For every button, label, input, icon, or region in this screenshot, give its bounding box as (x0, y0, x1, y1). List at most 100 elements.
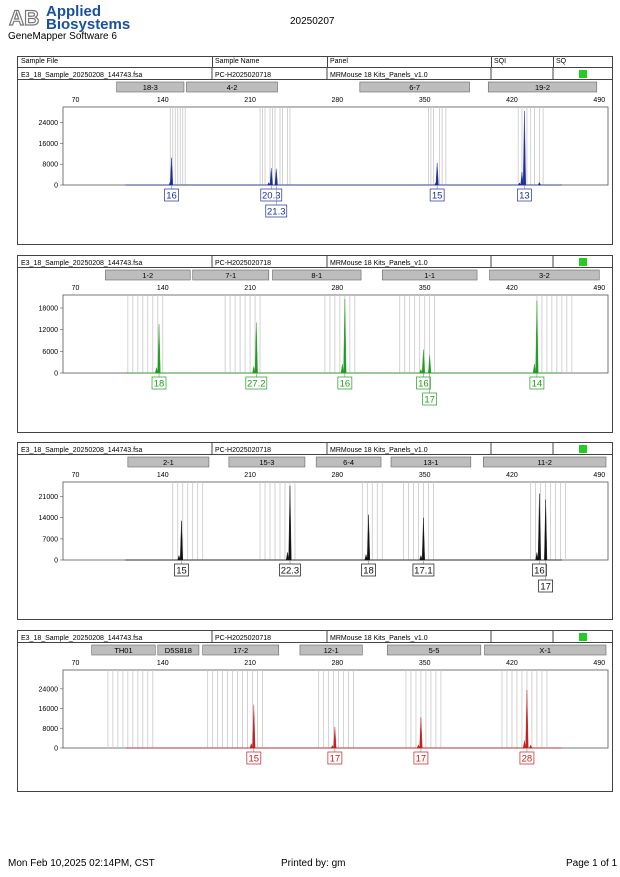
trace-peak (249, 742, 253, 749)
marker-label: 12-1 (324, 646, 339, 655)
marker-bar (359, 81, 470, 93)
marker-label: 4-2 (227, 83, 238, 92)
panel-name: MRMouse 18 Kits_Panels_v1.0 (330, 260, 428, 267)
allele-call-label: 14 (532, 379, 543, 390)
marker-label: 8-1 (311, 271, 322, 280)
allele-call-label: 18 (154, 379, 165, 390)
marker-bar (186, 81, 278, 93)
sample-name: PC-H2025020718 (215, 635, 271, 642)
marker-bar (381, 269, 478, 281)
sample-name: PC-H2025020718 (215, 72, 271, 79)
x-tick-label: 70 (72, 660, 80, 667)
allele-call-box (246, 751, 262, 765)
y-tick-label: 8000 (42, 162, 58, 169)
document-date: 20250207 (290, 16, 335, 27)
marker-label: 5-5 (429, 646, 440, 655)
allele-call-box (413, 751, 429, 765)
allele-call-label: 15 (176, 566, 187, 577)
logo-line2: Biosystems (46, 16, 131, 33)
allele-call-box (337, 376, 353, 390)
allele-call-label: 16 (418, 379, 429, 390)
y-tick-label: 14000 (39, 515, 59, 522)
x-tick-label: 140 (157, 285, 169, 292)
col-sample-file: Sample File (21, 58, 58, 65)
allele-call-box (416, 376, 431, 390)
allele-call-box (532, 563, 547, 577)
trace-peak (330, 745, 335, 749)
allele-call-label: 17 (416, 754, 427, 765)
x-tick-label: 210 (244, 660, 256, 667)
marker-bar (272, 269, 362, 281)
marker-label: 6-4 (343, 458, 354, 467)
printed-by: Printed by: gm (281, 858, 346, 869)
x-tick-label: 280 (332, 660, 344, 667)
sample-name: PC-H2025020718 (215, 260, 271, 267)
panel-name: MRMouse 18 Kits_Panels_v1.0 (330, 72, 428, 79)
marker-label: 1-1 (424, 271, 435, 280)
marker-label: TH01 (114, 646, 132, 655)
applied-biosystems-logo: AB (8, 6, 46, 28)
allele-call-label: 15 (249, 754, 260, 765)
electropherogram-chart: E3_18_Sample_20250208_144743.fsa PC-H2025… (18, 68, 612, 218)
allele-call-box (412, 563, 435, 577)
allele-call-box (538, 579, 553, 593)
allele-call-box (519, 751, 535, 765)
trace-peak (435, 162, 439, 186)
x-tick-label: 140 (157, 660, 169, 667)
plot-area (62, 106, 609, 186)
allele-call-box (529, 376, 545, 390)
y-tick-label: 0 (54, 746, 58, 753)
x-tick-label: 420 (506, 660, 518, 667)
allele-call-box (260, 188, 283, 202)
y-tick-label: 0 (54, 183, 58, 190)
x-tick-label: 420 (506, 97, 518, 104)
marker-bar (482, 456, 607, 468)
x-tick-label: 70 (72, 472, 80, 479)
allele-call-label: 16 (166, 191, 177, 202)
trace-peak (525, 690, 529, 749)
marker-bar (105, 269, 191, 281)
allele-call-label: 17 (424, 395, 435, 406)
marker-bar (127, 456, 210, 468)
y-tick-label: 24000 (39, 686, 59, 693)
y-tick-label: 12000 (39, 327, 59, 334)
allele-call-box (151, 376, 167, 390)
electropherogram-panel-blue: E3_18_Sample_20250208_144743.fsa PC-H2025… (17, 67, 613, 245)
allele-call-box (174, 563, 189, 577)
trace-peak (177, 554, 181, 561)
y-tick-label: 21000 (39, 494, 59, 501)
trace-peak (154, 367, 159, 374)
x-tick-label: 490 (593, 660, 605, 667)
trace-peak (529, 744, 533, 749)
marker-bar (315, 456, 382, 468)
trace-peak (416, 744, 421, 749)
y-tick-label: 0 (54, 371, 58, 378)
x-tick-label: 490 (593, 472, 605, 479)
marker-label: 7-1 (225, 271, 236, 280)
trace-peak (421, 517, 425, 561)
col-panel: Panel (330, 58, 348, 65)
sample-file: E3_18_Sample_20250208_144743.fsa (21, 447, 143, 454)
allele-call-label: 13 (519, 191, 530, 202)
y-tick-label: 16000 (39, 141, 59, 148)
allele-call-label: 17.1 (414, 566, 433, 577)
sq-status-indicator (579, 70, 587, 78)
x-tick-label: 350 (419, 285, 431, 292)
trace-peak (434, 182, 438, 186)
x-tick-label: 210 (244, 472, 256, 479)
marker-label: 2-1 (163, 458, 174, 467)
marker-label: 3-2 (539, 271, 550, 280)
marker-label: 6-7 (409, 83, 420, 92)
x-tick-label: 70 (72, 97, 80, 104)
marker-bar (192, 269, 270, 281)
y-tick-label: 0 (54, 558, 58, 565)
x-tick-label: 350 (419, 97, 431, 104)
trace-peak (537, 181, 542, 186)
trace-peak (419, 717, 423, 749)
allele-call-box (164, 188, 179, 202)
x-tick-label: 140 (157, 472, 169, 479)
trace-peak (267, 182, 271, 186)
marker-bar (390, 456, 472, 468)
x-tick-label: 210 (244, 285, 256, 292)
allele-call-label: 16 (340, 379, 351, 390)
